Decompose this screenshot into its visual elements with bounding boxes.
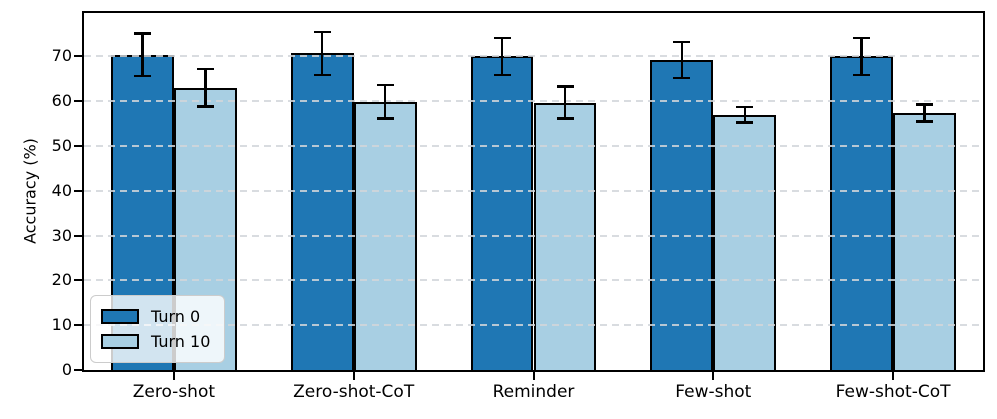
bar-turn0-2 [470, 56, 534, 370]
x-tick-mark-1 [352, 372, 355, 380]
error-bar-cap-top [916, 103, 934, 106]
legend-swatch-0 [101, 309, 139, 324]
x-tick-mark-4 [892, 372, 895, 380]
y-tick-mark-70 [74, 55, 82, 58]
bar-turn10-4 [893, 112, 956, 370]
x-tick-label-zero-shot: Zero-shot [132, 382, 216, 402]
y-tick-mark-50 [74, 145, 82, 147]
plot-area: Turn 0 Turn 10 [82, 11, 985, 372]
error-bar-cap-top [853, 36, 871, 40]
bar-turn0-3 [650, 60, 714, 370]
x-tick-label-few-shot-cot: Few-shot-CoT [835, 382, 951, 402]
legend-item-turn0: Turn 0 [101, 304, 210, 329]
y-tick-mark-40 [74, 189, 82, 192]
error-bar-cap-top [556, 85, 574, 88]
error-bar-cap-top [313, 30, 331, 33]
legend-label-0: Turn 0 [151, 307, 201, 326]
y-tick-mark-30 [74, 234, 82, 237]
x-tick-label-few-shot: Few-shot [675, 382, 752, 402]
bar-turn10-1 [353, 101, 417, 370]
y-tick-label-20: 20 [51, 270, 72, 290]
y-tick-label-50: 50 [51, 136, 72, 155]
y-tick-label-10: 10 [51, 315, 72, 335]
error-bar-cap-top [673, 40, 691, 44]
error-bar-cap-top [133, 32, 151, 35]
x-tick-mark-2 [532, 372, 535, 380]
error-bar-cap-top [376, 83, 394, 87]
y-tick-mark-60 [74, 100, 82, 103]
error-bar-cap-top [493, 36, 511, 40]
legend: Turn 0 Turn 10 [90, 295, 226, 363]
y-tick-label-40: 40 [51, 180, 72, 200]
y-tick-mark-10 [74, 324, 82, 327]
bar-turn0-4 [830, 56, 894, 370]
y-tick-label-60: 60 [51, 91, 72, 111]
y-tick-label-0: 0 [61, 360, 72, 379]
y-tick-mark-20 [74, 279, 82, 282]
y-tick-label-30: 30 [51, 225, 72, 245]
bar-turn10-3 [713, 114, 777, 370]
error-bar-cap-top [736, 105, 754, 109]
legend-label-1: Turn 10 [151, 332, 211, 351]
legend-swatch-1 [101, 334, 139, 349]
legend-item-turn10: Turn 10 [101, 329, 210, 354]
x-tick-mark-3 [712, 372, 715, 380]
x-tick-label-reminder: Reminder [492, 382, 575, 402]
x-tick-mark-0 [172, 372, 175, 380]
error-bar-cap-top [196, 67, 214, 71]
bar-turn0-1 [290, 53, 354, 370]
bar-turn10-2 [533, 102, 597, 370]
y-tick-label-70: 70 [51, 46, 72, 66]
y-tick-mark-0 [74, 369, 82, 371]
x-tick-label-zero-shot-cot: Zero-shot-CoT [293, 382, 415, 402]
